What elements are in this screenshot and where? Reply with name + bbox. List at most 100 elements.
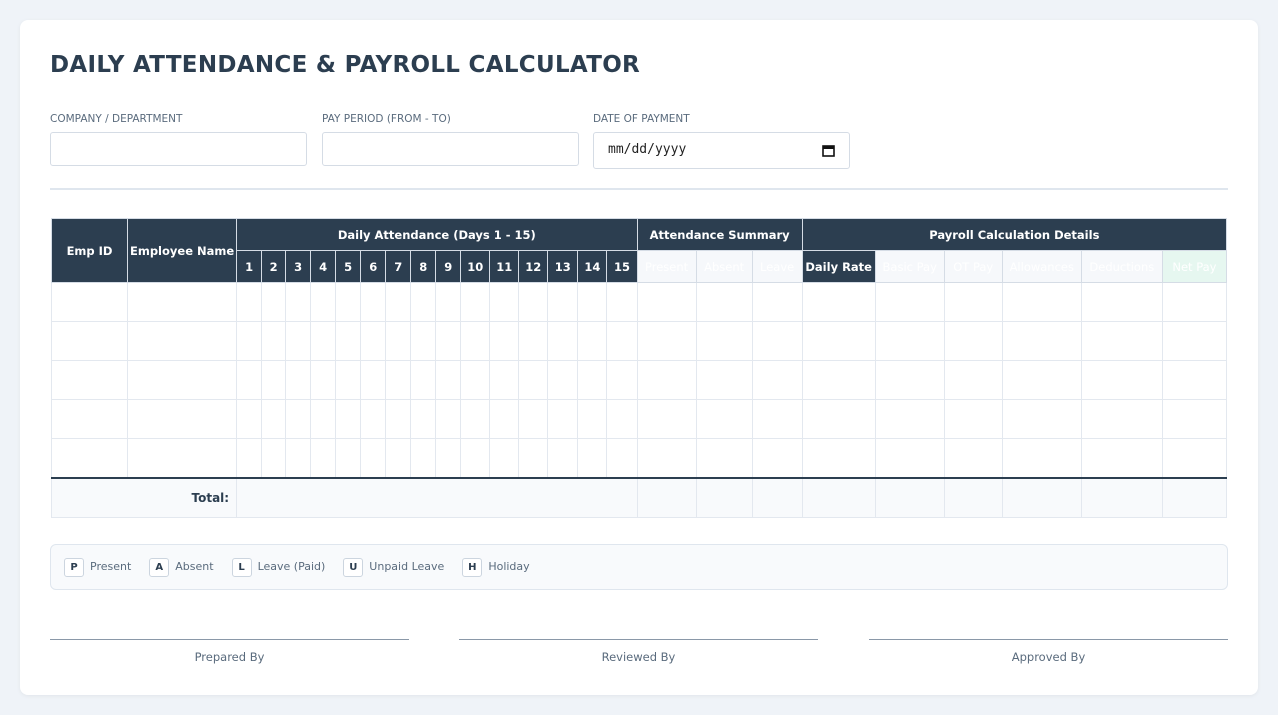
legend-label: Holiday <box>488 560 530 573</box>
cell <box>1161 476 1228 518</box>
day-header: 1 <box>236 250 263 283</box>
field-label: COMPANY / DEPARTMENT <box>50 113 183 125</box>
cell <box>1001 360 1082 400</box>
cell <box>874 476 945 518</box>
group-header: Payroll Calculation Details <box>801 218 1228 251</box>
divider <box>50 188 1228 190</box>
summary-header: Leave <box>751 250 803 283</box>
legend-item: P Present <box>64 558 131 577</box>
cell <box>801 399 876 439</box>
cell <box>435 321 462 361</box>
cell <box>285 438 312 478</box>
cell <box>874 399 945 439</box>
cell <box>874 360 945 400</box>
legend-code: H <box>462 558 483 577</box>
cell <box>695 360 753 400</box>
cell <box>1001 399 1082 439</box>
legend-code: L <box>231 558 252 577</box>
cell <box>751 476 803 518</box>
total-row: Total: <box>50 476 1228 518</box>
text-input[interactable] <box>50 132 307 166</box>
cell <box>410 321 437 361</box>
cell <box>236 438 263 478</box>
cell <box>236 399 263 439</box>
cell <box>335 438 362 478</box>
cell <box>310 282 337 322</box>
cell <box>874 321 945 361</box>
cell <box>285 360 312 400</box>
group-header: Attendance Summary <box>636 218 803 251</box>
cell <box>577 438 608 478</box>
cell <box>874 282 945 322</box>
day-header: 14 <box>577 250 608 283</box>
signature: Approved By <box>869 639 1228 664</box>
signature: Reviewed By <box>459 639 818 664</box>
payroll-header: OT Pay <box>943 250 1003 283</box>
cell <box>577 321 608 361</box>
cell <box>1080 321 1163 361</box>
cell <box>606 282 638 322</box>
cell <box>636 476 697 518</box>
cell <box>285 321 312 361</box>
day-header: 8 <box>410 250 437 283</box>
cell <box>801 282 876 322</box>
cell <box>489 438 520 478</box>
cell <box>489 360 520 400</box>
day-header: 5 <box>335 250 362 283</box>
cell <box>435 360 462 400</box>
legend-code: P <box>64 558 84 577</box>
cell <box>1161 438 1228 478</box>
cell <box>943 282 1003 322</box>
cell <box>261 282 287 322</box>
cell <box>460 282 491 322</box>
cell <box>547 360 579 400</box>
row <box>50 282 1228 322</box>
cell <box>435 399 462 439</box>
cell <box>636 438 697 478</box>
date-input[interactable]: mm/dd/yyyy <box>593 132 850 169</box>
field-label: PAY PERIOD (FROM - TO) <box>322 113 451 125</box>
cell <box>460 321 491 361</box>
cell <box>360 438 387 478</box>
day-header: 15 <box>606 250 638 283</box>
row <box>50 438 1228 478</box>
legend: P Present A Absent L Leave (Paid) U Unpaid Leav… <box>50 544 1228 590</box>
day-header: 11 <box>489 250 520 283</box>
total-label: Total: <box>50 476 238 518</box>
cell <box>943 476 1003 518</box>
cell <box>636 399 697 439</box>
cell <box>518 399 549 439</box>
cell <box>310 399 337 439</box>
cell <box>751 438 803 478</box>
cell <box>577 360 608 400</box>
cell <box>285 282 312 322</box>
cell <box>547 321 579 361</box>
calendar-icon[interactable] <box>822 144 835 157</box>
cell <box>577 282 608 322</box>
cell <box>695 321 753 361</box>
cell <box>1001 321 1082 361</box>
text-input[interactable] <box>322 132 579 166</box>
cell <box>127 438 238 478</box>
cell <box>310 321 337 361</box>
day-header: 6 <box>360 250 387 283</box>
cell <box>518 438 549 478</box>
cell <box>751 282 803 322</box>
cell <box>50 360 129 400</box>
group-header: Daily Attendance (Days 1 - 15) <box>236 218 638 251</box>
cell <box>518 360 549 400</box>
cell <box>435 438 462 478</box>
cell <box>1080 360 1163 400</box>
cell <box>261 321 287 361</box>
cell <box>1080 476 1163 518</box>
title: DAILY ATTENDANCE & PAYROLL CALCULATOR <box>50 52 641 78</box>
cell <box>261 399 287 439</box>
cell <box>943 438 1003 478</box>
day-header: 2 <box>261 250 287 283</box>
cell <box>385 321 412 361</box>
cell <box>360 360 387 400</box>
cell <box>547 438 579 478</box>
cell <box>335 360 362 400</box>
cell <box>801 360 876 400</box>
cell <box>489 282 520 322</box>
